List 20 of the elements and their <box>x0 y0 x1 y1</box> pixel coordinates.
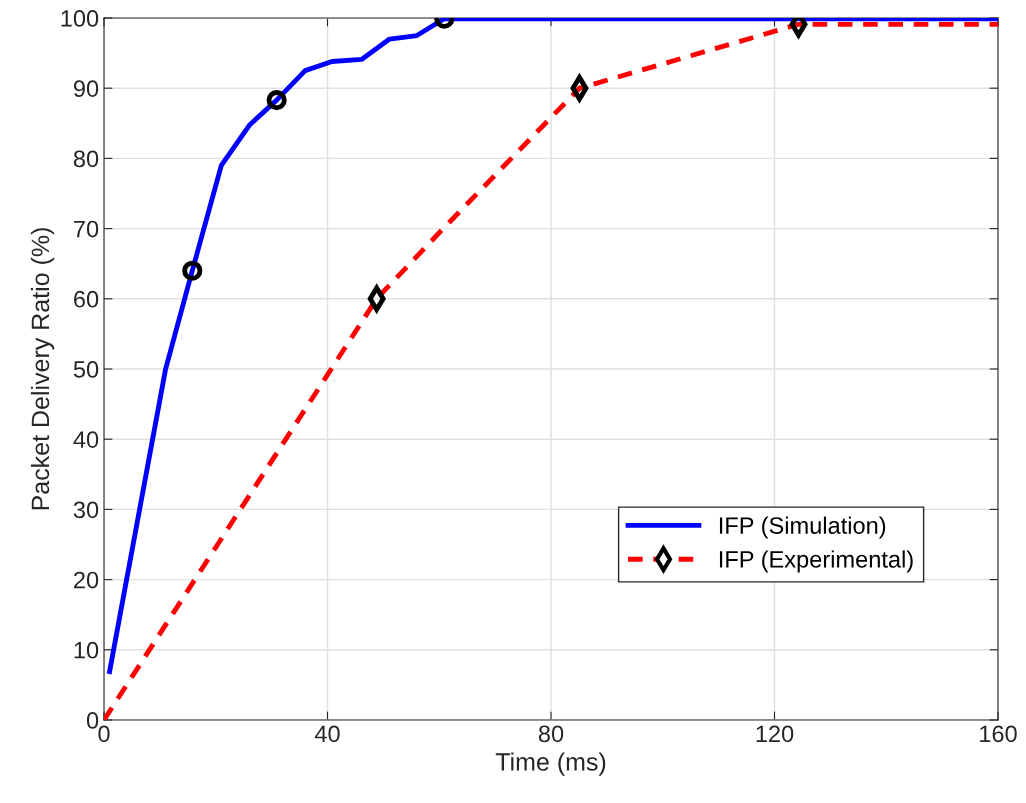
y-tick-label: 100 <box>61 10 99 27</box>
y-tick-label: 90 <box>73 80 99 97</box>
x-tick-label: 120 <box>756 725 794 743</box>
legend-label: IFP (Simulation) <box>719 516 886 539</box>
y-tick-label: 30 <box>73 501 99 519</box>
y-tick-label: 80 <box>73 150 99 168</box>
x-tick-label: 160 <box>980 725 1017 743</box>
y-tick-label: 60 <box>74 290 99 308</box>
x-tick-label: 0 <box>98 725 110 743</box>
y-tick-label: 0 <box>86 712 99 729</box>
y-tick-label: 10 <box>74 641 99 659</box>
y-tick-label: 20 <box>74 571 99 589</box>
x-tick-label: 80 <box>538 725 564 743</box>
y-axis-title: Packet Delivery Ratio (%) <box>30 228 55 510</box>
x-tick-label: 40 <box>314 725 340 743</box>
y-tick-label: 50 <box>73 361 99 378</box>
legend-label: IFP (Experimental) <box>719 550 913 573</box>
y-tick-label: 40 <box>73 431 99 448</box>
x-axis-title: Time (ms) <box>495 752 606 776</box>
y-tick-label: 70 <box>74 220 99 238</box>
